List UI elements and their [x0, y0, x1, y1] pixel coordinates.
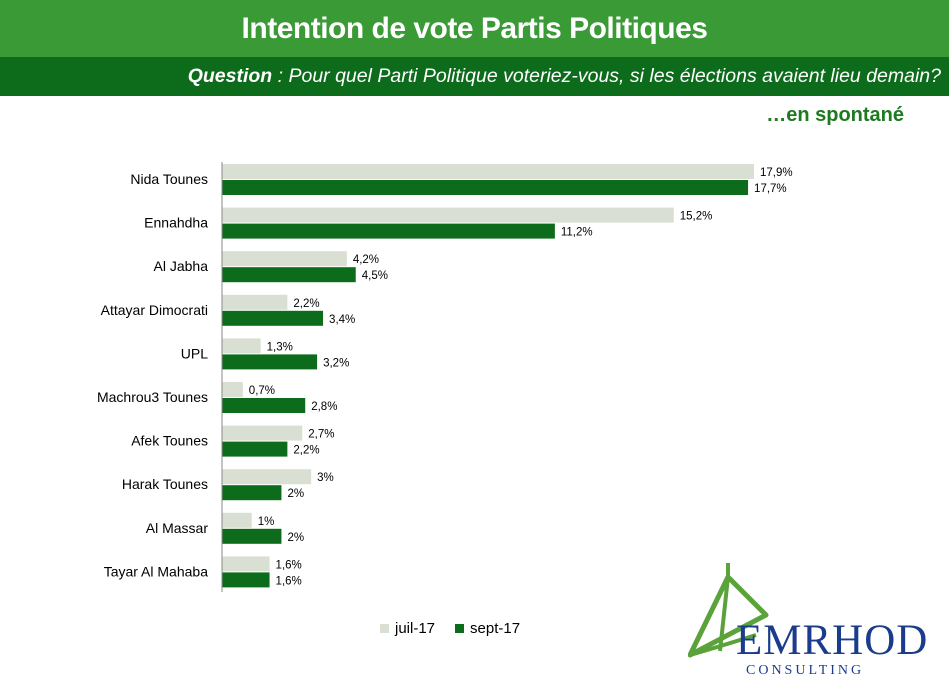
data-label: 2,7% — [308, 429, 334, 441]
emrhod-logo: EMRHOD CONSULTING — [688, 555, 943, 683]
legend-item-sept: sept-17 — [455, 620, 520, 637]
legend-item-juil: juil-17 — [380, 620, 435, 637]
bar-chart: Nida Tounes 17,9% 17,7% Ennahdha 15,2% 11,2% A… — [97, 162, 793, 592]
category-label: Ennahdha — [144, 215, 208, 231]
data-label: 4,5% — [362, 270, 388, 282]
data-label: 3,4% — [329, 314, 355, 326]
question-label: Question — [187, 65, 273, 87]
page-title: Intention de vote Partis Politiques — [241, 11, 708, 45]
bar-sept — [222, 572, 270, 588]
bar-juil — [222, 382, 243, 397]
legend-swatch-juil — [380, 624, 389, 633]
legend-label-juil: juil-17 — [395, 620, 436, 637]
data-label: 2,2% — [293, 445, 319, 457]
data-label: 3,2% — [323, 357, 349, 369]
logo-name: EMRHOD — [736, 617, 929, 664]
category-label: UPL — [181, 345, 208, 361]
data-label: 1,6% — [276, 575, 302, 587]
bar-juil — [222, 294, 288, 310]
question-text: Question : Pour quel Parti Politique vot… — [188, 65, 941, 88]
data-label: 1,6% — [276, 559, 302, 571]
bar-sept — [222, 398, 306, 413]
data-label: 4,2% — [353, 254, 379, 266]
bar-sept — [222, 441, 288, 457]
bar-sept — [222, 223, 555, 239]
category-label: Attayar Dimocrati — [101, 302, 208, 318]
question-body: : Pour quel Parti Politique voteriez-vou… — [272, 65, 941, 87]
data-label: 1,3% — [267, 341, 293, 353]
data-label: 2% — [287, 488, 304, 500]
bar-juil — [222, 425, 303, 441]
data-label: 17,7% — [754, 183, 787, 195]
bar-juil — [222, 469, 312, 485]
bar-sept — [222, 354, 318, 370]
category-label: Machrou3 Tounes — [97, 389, 208, 405]
bar-sept — [222, 267, 356, 283]
title-bar: Intention de vote Partis Politiques — [0, 0, 949, 57]
data-label: 0,7% — [249, 385, 275, 397]
bar-sept — [222, 528, 282, 544]
bar-sept — [222, 180, 749, 195]
category-label: Afek Tounes — [131, 433, 208, 449]
data-label: 15,2% — [680, 211, 713, 223]
category-label: Tayar Al Mahaba — [104, 563, 208, 579]
category-label: Al Jabha — [154, 258, 209, 274]
bar-sept — [222, 485, 282, 501]
data-label: 11,2% — [561, 227, 593, 239]
logo-pyramid-icon — [688, 563, 769, 658]
legend-swatch-sept — [455, 624, 465, 633]
data-label: 1% — [258, 516, 275, 528]
bar-sept — [222, 310, 324, 326]
legend: juil-17 sept-17 — [380, 620, 520, 637]
legend-label-sept: sept-17 — [470, 620, 521, 637]
bar-juil — [222, 338, 261, 354]
data-label: 2,2% — [293, 298, 319, 310]
logo-subtitle: CONSULTING — [746, 663, 865, 678]
question-bar: Question : Pour quel Parti Politique vot… — [0, 57, 949, 96]
data-label: 17,9% — [760, 167, 793, 179]
data-label: 3% — [317, 472, 334, 484]
bar-juil — [222, 251, 347, 267]
bar-juil — [222, 207, 674, 223]
subtitle: …en spontané — [766, 104, 904, 126]
bar-juil — [222, 512, 252, 528]
bar-juil — [222, 556, 270, 572]
bar-juil — [222, 164, 754, 179]
category-label: Nida Tounes — [130, 171, 208, 187]
data-label: 2,8% — [311, 401, 337, 413]
category-label: Harak Tounes — [122, 476, 208, 492]
data-label: 2% — [287, 532, 304, 544]
category-label: Al Massar — [146, 520, 209, 536]
